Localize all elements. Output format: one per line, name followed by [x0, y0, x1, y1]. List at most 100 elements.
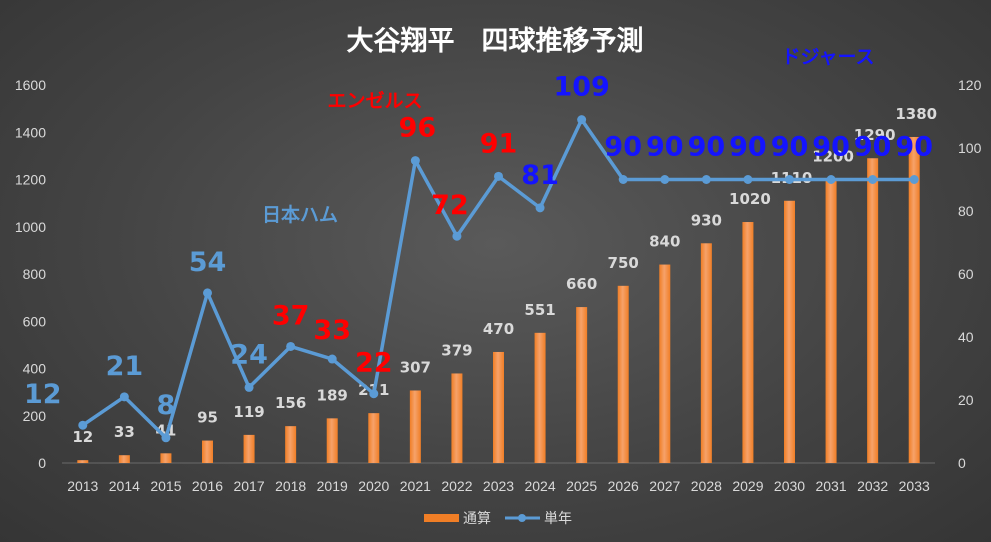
line-data-label: 90	[604, 132, 642, 163]
right-y-tick-label: 80	[958, 203, 974, 219]
bar	[825, 179, 837, 463]
line-point	[618, 175, 628, 184]
bar-data-label: 1200	[812, 148, 854, 166]
left-y-tick-label: 0	[38, 455, 46, 471]
line-data-label: 90	[895, 132, 933, 163]
bar	[700, 243, 712, 463]
line-point	[868, 175, 878, 184]
bar	[742, 222, 754, 463]
bar-data-label: 379	[441, 341, 472, 359]
bar-data-label: 189	[317, 386, 348, 404]
bar-data-label: 470	[483, 320, 514, 338]
bar-data-label: 930	[691, 211, 722, 229]
line-point	[494, 171, 503, 181]
line-data-label: 33	[313, 315, 351, 346]
bar	[867, 158, 879, 464]
bar	[784, 200, 795, 463]
x-tick-label: 2017	[233, 478, 264, 494]
annotation-label: ドジャース	[781, 46, 874, 68]
bar-data-label: 1380	[895, 105, 937, 123]
line-point	[286, 341, 296, 351]
bar	[243, 434, 255, 463]
bar	[617, 285, 629, 463]
x-tick-label: 2013	[67, 478, 98, 494]
bar	[326, 418, 338, 463]
bar	[368, 413, 380, 463]
bar	[202, 440, 213, 463]
line-point	[369, 389, 379, 399]
line-point	[452, 231, 462, 241]
right-y-axis: 0 20 40 60 80 100 120	[958, 77, 982, 471]
left-y-tick-label: 1000	[15, 219, 46, 235]
line-point	[161, 433, 171, 443]
line-data-label: 22	[355, 348, 393, 379]
bar-data-label: 840	[649, 233, 680, 251]
bar-data-label: 156	[275, 394, 306, 412]
left-y-tick-label: 600	[23, 313, 47, 329]
line-data-label: 90	[854, 132, 892, 163]
annotation-label: エンゼルス	[327, 89, 422, 112]
bar	[576, 307, 588, 463]
left-y-tick-label: 800	[23, 266, 47, 282]
right-y-tick-label: 20	[958, 392, 974, 408]
line-point	[743, 175, 753, 184]
legend-line-marker	[518, 514, 526, 522]
bar	[409, 390, 421, 463]
line-point	[203, 288, 212, 298]
bar	[534, 332, 546, 463]
right-y-tick-label: 40	[958, 329, 974, 345]
legend-line-label: 単年	[544, 511, 572, 527]
bar-data-label: 1020	[729, 190, 771, 208]
line-data-label: 109	[553, 72, 609, 103]
right-y-tick-label: 60	[958, 266, 974, 282]
line-data-label: 81	[521, 160, 559, 191]
line-point	[909, 175, 919, 184]
line-data-label: 54	[189, 247, 227, 278]
line-data-label: 90	[646, 132, 684, 163]
line-point	[78, 420, 88, 430]
line-data-label: 91	[480, 128, 518, 159]
line-point	[327, 354, 337, 364]
right-y-tick-label: 0	[958, 455, 966, 471]
team-annotations: 日本ハム エンゼルス ドジャース	[262, 46, 875, 226]
x-tick-label: 2024	[524, 478, 555, 494]
left-y-tick-label: 400	[23, 361, 47, 377]
left-y-tick-label: 1200	[15, 172, 46, 188]
line-data-label: 96	[399, 113, 437, 144]
x-tick-label: 2025	[566, 478, 597, 494]
bar	[160, 453, 172, 463]
x-tick-label: 2014	[109, 478, 140, 494]
line-point	[785, 175, 794, 184]
x-tick-label: 2029	[732, 478, 763, 494]
left-y-axis: 0 200 400 600 800 1000 1200 1400 1600	[15, 77, 46, 471]
line-data-label: 21	[106, 351, 144, 382]
bar-data-label: 307	[400, 358, 431, 376]
line-point	[244, 382, 254, 392]
bar	[285, 426, 297, 463]
right-y-tick-label: 120	[958, 77, 982, 93]
x-tick-label: 2031	[815, 478, 846, 494]
x-tick-label: 2020	[358, 478, 389, 494]
left-y-tick-label: 1600	[15, 77, 46, 93]
line-point	[701, 175, 711, 184]
x-tick-label: 2022	[441, 478, 472, 494]
line-data-label: 90	[812, 132, 850, 163]
x-tick-label: 2026	[608, 478, 639, 494]
x-tick-label: 2016	[192, 478, 223, 494]
bar-data-label: 551	[524, 301, 555, 319]
line-data-label: 90	[688, 132, 726, 163]
bar-data-label: 12	[72, 428, 93, 446]
legend: 通算 単年	[424, 511, 572, 527]
legend-bar-label: 通算	[463, 511, 491, 527]
line-point	[660, 175, 670, 184]
bar	[908, 136, 920, 463]
bar-data-label: 750	[608, 254, 639, 272]
bar	[659, 264, 671, 463]
legend-bar-swatch	[424, 514, 459, 522]
bar-series-cumulative	[77, 136, 920, 464]
x-tick-label: 2023	[483, 478, 514, 494]
x-tick-label: 2032	[857, 478, 888, 494]
line-data-label: 72	[431, 190, 469, 221]
